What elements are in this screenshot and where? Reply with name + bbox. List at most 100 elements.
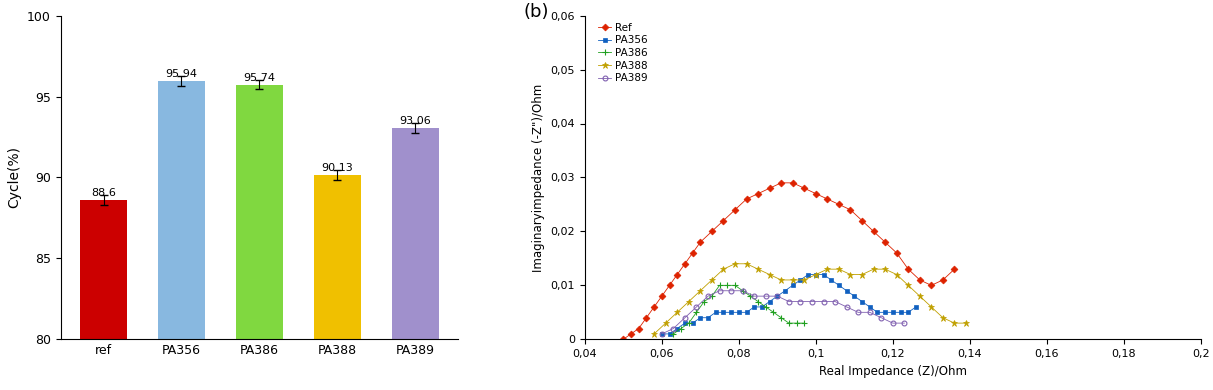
Ref [947, 267, 962, 271]
PA356 [847, 294, 861, 298]
PA389 [875, 316, 889, 320]
Ref [693, 240, 707, 245]
PA386 [735, 289, 750, 293]
PA389 [689, 305, 704, 309]
Text: 90.13: 90.13 [321, 163, 353, 174]
PA386 [758, 305, 773, 309]
PA386 [767, 310, 781, 315]
PA356 [708, 310, 723, 315]
PA356 [670, 326, 684, 331]
PA356 [762, 299, 776, 304]
Line: PA386: PA386 [671, 282, 808, 337]
Ref [639, 316, 654, 320]
PA389 [678, 316, 693, 320]
PA356 [778, 289, 792, 293]
PA356 [801, 272, 815, 277]
PA388 [786, 278, 801, 282]
PA388 [820, 267, 835, 271]
PA386 [705, 294, 719, 298]
PA388 [843, 272, 858, 277]
Text: 95.94: 95.94 [165, 69, 198, 80]
PA388 [935, 316, 950, 320]
PA389 [701, 294, 716, 298]
Line: PA388: PA388 [651, 261, 969, 337]
PA388 [797, 278, 811, 282]
PA386 [689, 310, 704, 315]
PA388 [659, 321, 673, 325]
PA356 [816, 272, 831, 277]
PA388 [647, 332, 661, 336]
Ref [843, 207, 858, 212]
PA388 [832, 267, 847, 271]
PA389 [655, 332, 670, 336]
PA389 [735, 289, 750, 293]
Ref [647, 305, 661, 309]
PA388 [670, 310, 684, 315]
PA356 [878, 310, 893, 315]
Ref [623, 332, 638, 336]
Bar [314, 176, 360, 339]
PA356 [655, 332, 670, 336]
Ref [662, 283, 677, 288]
Ref [774, 181, 788, 185]
Bar [237, 85, 283, 339]
PA386 [781, 321, 796, 325]
PA389 [724, 289, 739, 293]
PA388 [751, 267, 765, 271]
PA388 [889, 272, 904, 277]
PA356 [731, 310, 746, 315]
PA389 [770, 294, 785, 298]
Text: 88.6: 88.6 [91, 188, 116, 198]
Ref [762, 186, 776, 191]
Ref [716, 218, 730, 223]
Ref [655, 294, 670, 298]
PA356 [693, 316, 707, 320]
Ref [878, 240, 893, 245]
Y-axis label: Imaginaryimpedance (-Z")/Ohm: Imaginaryimpedance (-Z")/Ohm [533, 83, 545, 271]
PA389 [781, 299, 796, 304]
Ref [616, 337, 631, 342]
PA386 [774, 316, 788, 320]
PA388 [716, 267, 730, 271]
X-axis label: Real Impedance (Z)/Ohm: Real Impedance (Z)/Ohm [819, 365, 967, 378]
Ref [809, 191, 824, 196]
PA388 [728, 261, 742, 266]
PA386 [797, 321, 811, 325]
PA356 [885, 310, 900, 315]
Ref [678, 261, 693, 266]
Ref [866, 229, 881, 234]
PA386 [697, 299, 712, 304]
Legend: Ref, PA356, PA386, PA388, PA389: Ref, PA356, PA386, PA388, PA389 [596, 21, 650, 85]
PA386 [682, 321, 696, 325]
Ref [728, 207, 742, 212]
Ref [889, 251, 904, 255]
PA388 [958, 321, 973, 325]
PA356 [754, 305, 769, 309]
PA356 [747, 305, 762, 309]
PA389 [885, 321, 900, 325]
PA388 [924, 305, 939, 309]
PA388 [682, 299, 696, 304]
Line: PA389: PA389 [660, 288, 907, 336]
Ref [935, 278, 950, 282]
Line: PA356: PA356 [660, 272, 918, 336]
PA356 [893, 310, 907, 315]
Text: 93.06: 93.06 [399, 116, 431, 126]
PA389 [898, 321, 912, 325]
PA389 [816, 299, 831, 304]
Line: Ref: Ref [621, 181, 957, 342]
PA356 [739, 310, 753, 315]
PA386 [712, 283, 727, 288]
PA386 [744, 294, 758, 298]
PA388 [878, 267, 893, 271]
Ref [739, 197, 753, 201]
PA386 [666, 332, 680, 336]
Ref [924, 283, 939, 288]
PA356 [855, 299, 870, 304]
Ref [855, 218, 870, 223]
Bar [392, 128, 439, 339]
PA356 [678, 321, 693, 325]
PA356 [716, 310, 730, 315]
Ref [632, 326, 647, 331]
PA356 [685, 321, 700, 325]
